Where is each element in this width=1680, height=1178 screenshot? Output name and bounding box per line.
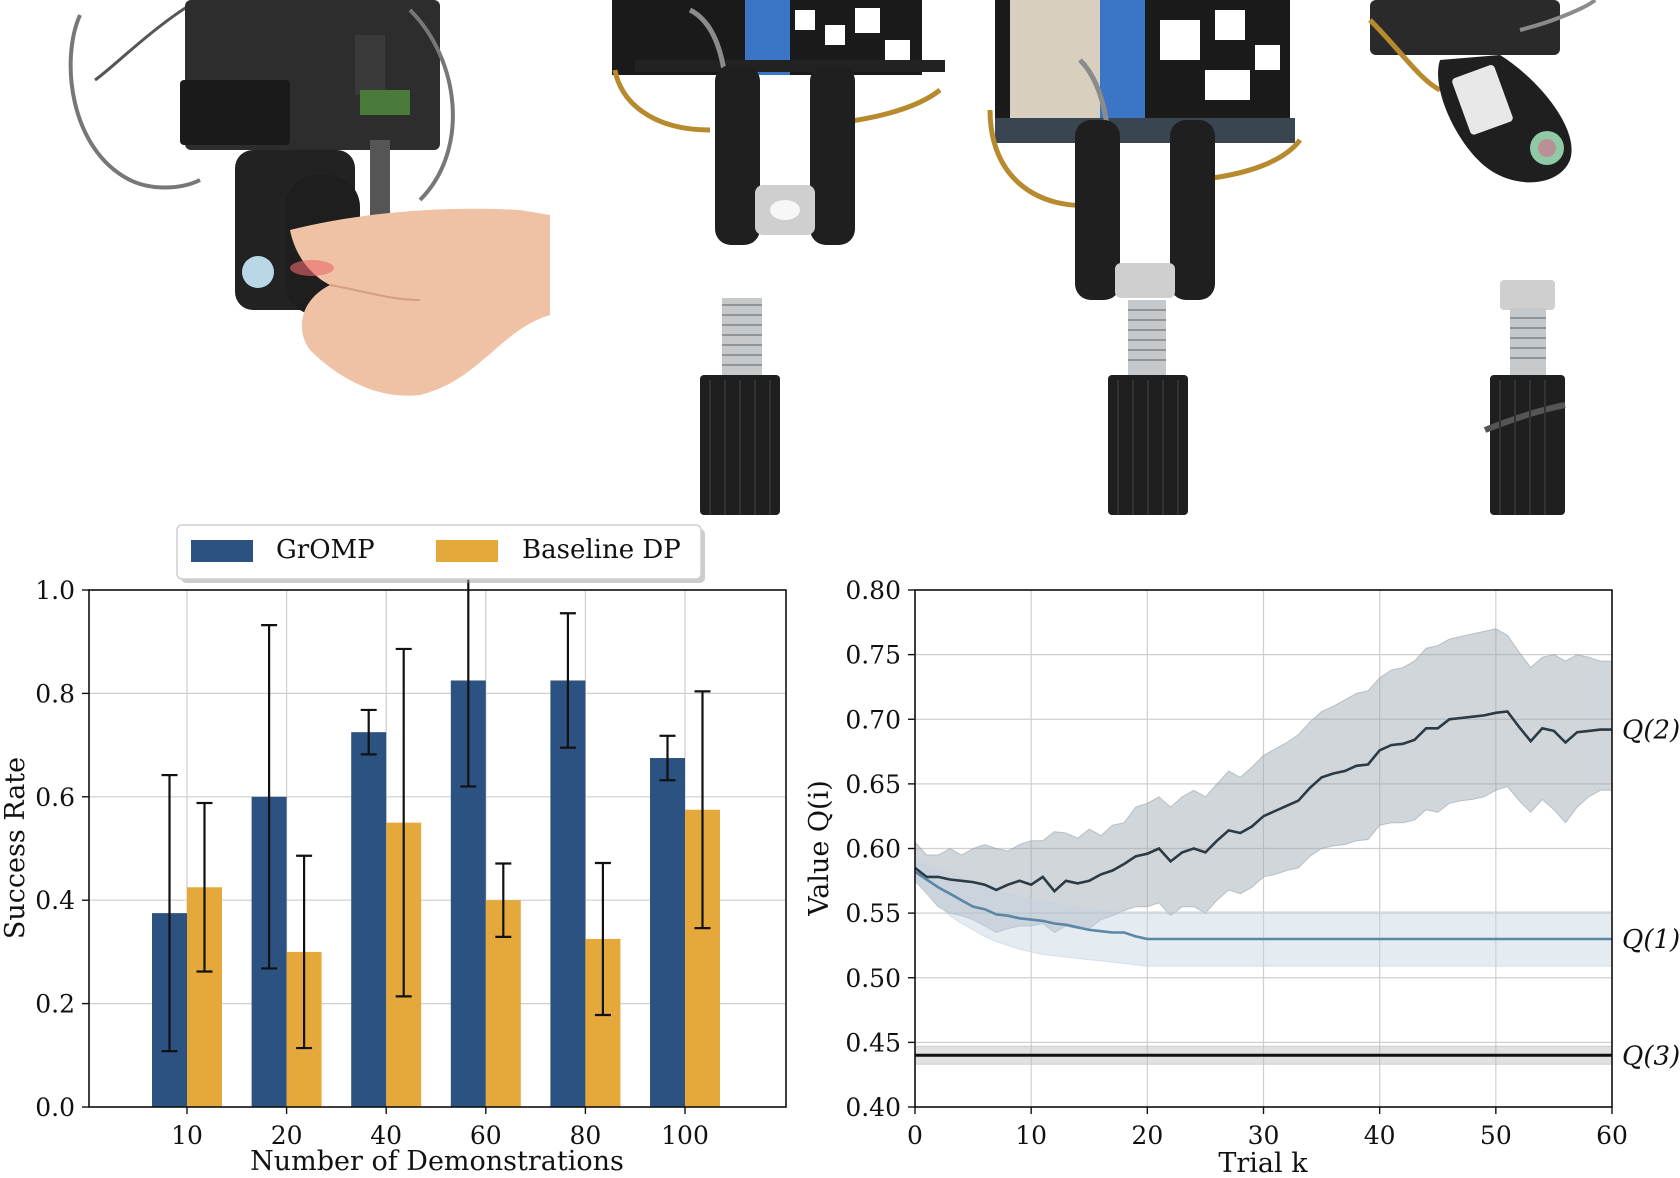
bar-chart-x-tick-label: 10 <box>171 1121 203 1150</box>
bar-chart-error-bars <box>161 573 711 1053</box>
line-chart-y-tick-label: 0.60 <box>845 835 901 864</box>
line-chart-y-tick-label: 0.45 <box>845 1028 901 1057</box>
legend-label-gromp: GrOMP <box>276 535 375 565</box>
bar-gromp <box>550 680 586 1107</box>
photo-gripper-nut-approach <box>612 0 945 515</box>
line-chart-y-label: Value Q(i) <box>804 780 835 917</box>
line-chart-x-tick-label: 30 <box>1248 1121 1280 1150</box>
bar-chart-y-tick-label: 0.8 <box>35 679 75 708</box>
bar-chart-frame <box>88 589 787 1108</box>
legend-label-baseline-dp: Baseline DP <box>522 535 681 565</box>
bar-chart-y-tick-label: 0.4 <box>35 886 75 915</box>
bar-chart-bars <box>152 680 720 1107</box>
bar-chart-y-tick-label: 0.0 <box>35 1093 75 1122</box>
bar-chart-y-ticks: 0.0 0.2 0.4 0.6 0.8 1.0 <box>35 576 89 1122</box>
bar-chart-y-tick-label: 0.2 <box>35 990 75 1019</box>
line-chart-lines <box>914 710 1612 1057</box>
bar-gromp <box>650 758 685 1107</box>
line-q1 <box>914 870 1612 941</box>
bar-chart-x-tick-label: 100 <box>661 1121 709 1150</box>
line-chart-y-tick-label: 0.70 <box>845 705 901 734</box>
photo-gripper-hand-probe <box>68 0 550 396</box>
bar-chart-x-label: Number of Demonstrations <box>250 1146 624 1177</box>
line-chart-y-tick-label: 0.80 <box>845 576 901 605</box>
series-label-q1: Q(1) <box>1622 925 1680 955</box>
photo-gripper-nut-on-bolt <box>987 0 1302 515</box>
line-chart-x-tick-label: 60 <box>1596 1121 1628 1150</box>
bar-chart-legend: GrOMP Baseline DP <box>176 524 705 583</box>
line-chart-y-tick-label: 0.65 <box>845 770 901 799</box>
bar-chart-x-ticks: 10 20 40 60 80 100 <box>171 1107 709 1150</box>
bar-chart-x-tick-label: 20 <box>271 1121 303 1150</box>
line-chart-y-tick-label: 0.40 <box>845 1093 901 1122</box>
line-chart-x-tick-label: 10 <box>1015 1121 1047 1150</box>
line-chart-y-tick-label: 0.55 <box>845 899 901 928</box>
bar-chart-x-tick-label: 60 <box>470 1121 502 1150</box>
bar-chart-x-tick-label: 40 <box>370 1121 402 1150</box>
legend-swatch-gromp <box>191 540 253 562</box>
bar-chart-y-label: Success Rate <box>0 757 31 939</box>
bar-chart-x-tick-label: 80 <box>569 1121 601 1150</box>
photo-gripper-bolt-side <box>1368 0 1597 515</box>
line-chart-x-tick-label: 50 <box>1480 1121 1512 1150</box>
bar-chart-y-tick-label: 1.0 <box>35 576 75 605</box>
line-chart-y-tick-label: 0.50 <box>845 964 901 993</box>
line-chart-x-tick-label: 0 <box>907 1121 923 1150</box>
line-chart-y-ticks: 0.40 0.45 0.50 0.55 0.60 0.65 0.70 0.75 0.80 <box>845 576 915 1122</box>
series-label-q3: Q(3) <box>1622 1041 1680 1071</box>
line-chart: 0.40 0.45 0.50 0.55 0.60 0.65 0.70 0.75 0.80 0 10… <box>804 576 1680 1178</box>
series-label-q2: Q(2) <box>1622 716 1680 746</box>
legend-swatch-baseline-dp <box>436 540 498 562</box>
line-chart-x-tick-label: 20 <box>1131 1121 1163 1150</box>
line-chart-x-ticks: 0 10 20 30 40 50 60 <box>907 1107 1628 1150</box>
line-chart-y-tick-label: 0.75 <box>845 641 901 670</box>
line-chart-x-label: Trial k <box>1218 1148 1308 1178</box>
bar-chart: 0.0 0.2 0.4 0.6 0.8 1.0 10 20 40 60 80 100 Number … <box>0 524 787 1177</box>
line-q2 <box>914 710 1612 894</box>
photo-strip <box>68 0 1597 515</box>
line-chart-series-labels: Q(2) Q(1) Q(3) <box>1622 716 1680 1072</box>
bar-gromp <box>351 732 387 1107</box>
line-chart-x-tick-label: 40 <box>1364 1121 1396 1150</box>
bar-chart-y-tick-label: 0.6 <box>35 783 75 812</box>
